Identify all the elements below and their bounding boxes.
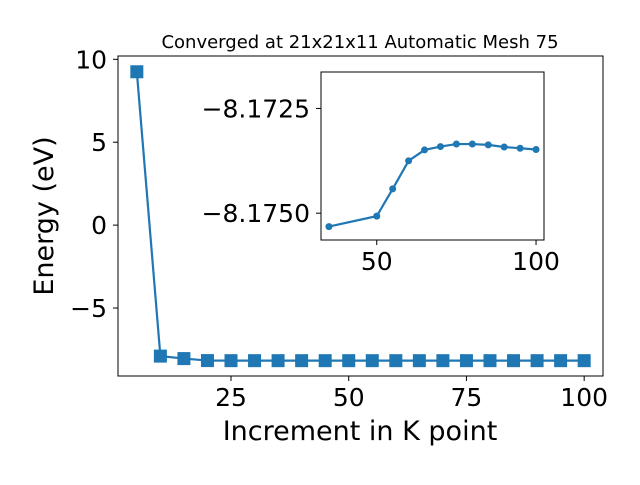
main-data-point	[248, 354, 262, 368]
inset-y-tick-label: −8.1725	[202, 94, 310, 123]
inset-data-point	[484, 141, 492, 149]
inset-data-point	[452, 140, 460, 148]
inset-y-ticks: −8.1750 −8.1725	[202, 94, 321, 228]
y-axis-label: Energy (eV)	[29, 136, 60, 295]
main-y-tick-label: 0	[91, 211, 107, 240]
inset-data-point	[389, 185, 397, 193]
inset-data-point	[468, 140, 476, 148]
main-data-point	[365, 354, 379, 368]
main-x-tick-label: 100	[560, 383, 608, 412]
inset-y-tick-label: −8.1750	[202, 199, 310, 228]
main-data-point	[342, 354, 356, 368]
main-y-tick-label: 10	[75, 45, 107, 74]
inset-data-point	[436, 143, 444, 151]
inset-data-point	[532, 146, 540, 154]
main-data-point	[153, 349, 167, 363]
main-data-point	[577, 354, 591, 368]
main-data-point	[224, 354, 238, 368]
main-data-point	[436, 354, 450, 368]
main-data-point	[389, 354, 403, 368]
main-series	[130, 65, 591, 368]
inset-axes-frame	[320, 71, 545, 241]
main-x-tick-label: 50	[333, 383, 365, 412]
inset-x-ticks: 50 100	[361, 240, 560, 276]
main-x-tick-label: 75	[451, 383, 483, 412]
main-data-point	[412, 354, 426, 368]
inset-x-tick-label: 50	[361, 247, 393, 276]
inset-data-point	[405, 157, 413, 165]
inset-data-point	[325, 223, 333, 231]
main-data-point	[200, 354, 214, 368]
main-axes-frame	[117, 55, 604, 377]
inset-data-point	[500, 143, 508, 151]
main-data-point	[554, 354, 568, 368]
main-y-tick-label: 5	[91, 128, 107, 157]
main-data-point	[459, 354, 473, 368]
inset-data-point	[421, 146, 429, 154]
main-data-point	[295, 354, 309, 368]
main-data-point	[177, 352, 191, 366]
main-data-point	[271, 354, 285, 368]
inset-data-point	[516, 144, 524, 152]
inset-data-point	[373, 212, 381, 220]
main-x-ticks: 25 50 75 100	[215, 376, 608, 412]
inset-plot-area: 50 100 −8.1750 −8.1725	[202, 71, 560, 276]
main-data-point	[130, 65, 144, 79]
main-data-point	[507, 354, 521, 368]
main-data-point	[483, 354, 497, 368]
chart-title: Converged at 21x21x11 Automatic Mesh 75	[161, 32, 558, 53]
main-data-point	[318, 354, 332, 368]
inset-x-tick-label: 100	[512, 247, 560, 276]
main-y-ticks: 10 5 0 −5	[70, 45, 118, 323]
inset-series	[325, 140, 540, 231]
main-data-point	[530, 354, 544, 368]
inset-background	[321, 72, 544, 240]
x-axis-label: Increment in K point	[223, 416, 498, 447]
main-y-tick-label: −5	[70, 294, 107, 323]
main-x-tick-label: 25	[215, 383, 247, 412]
